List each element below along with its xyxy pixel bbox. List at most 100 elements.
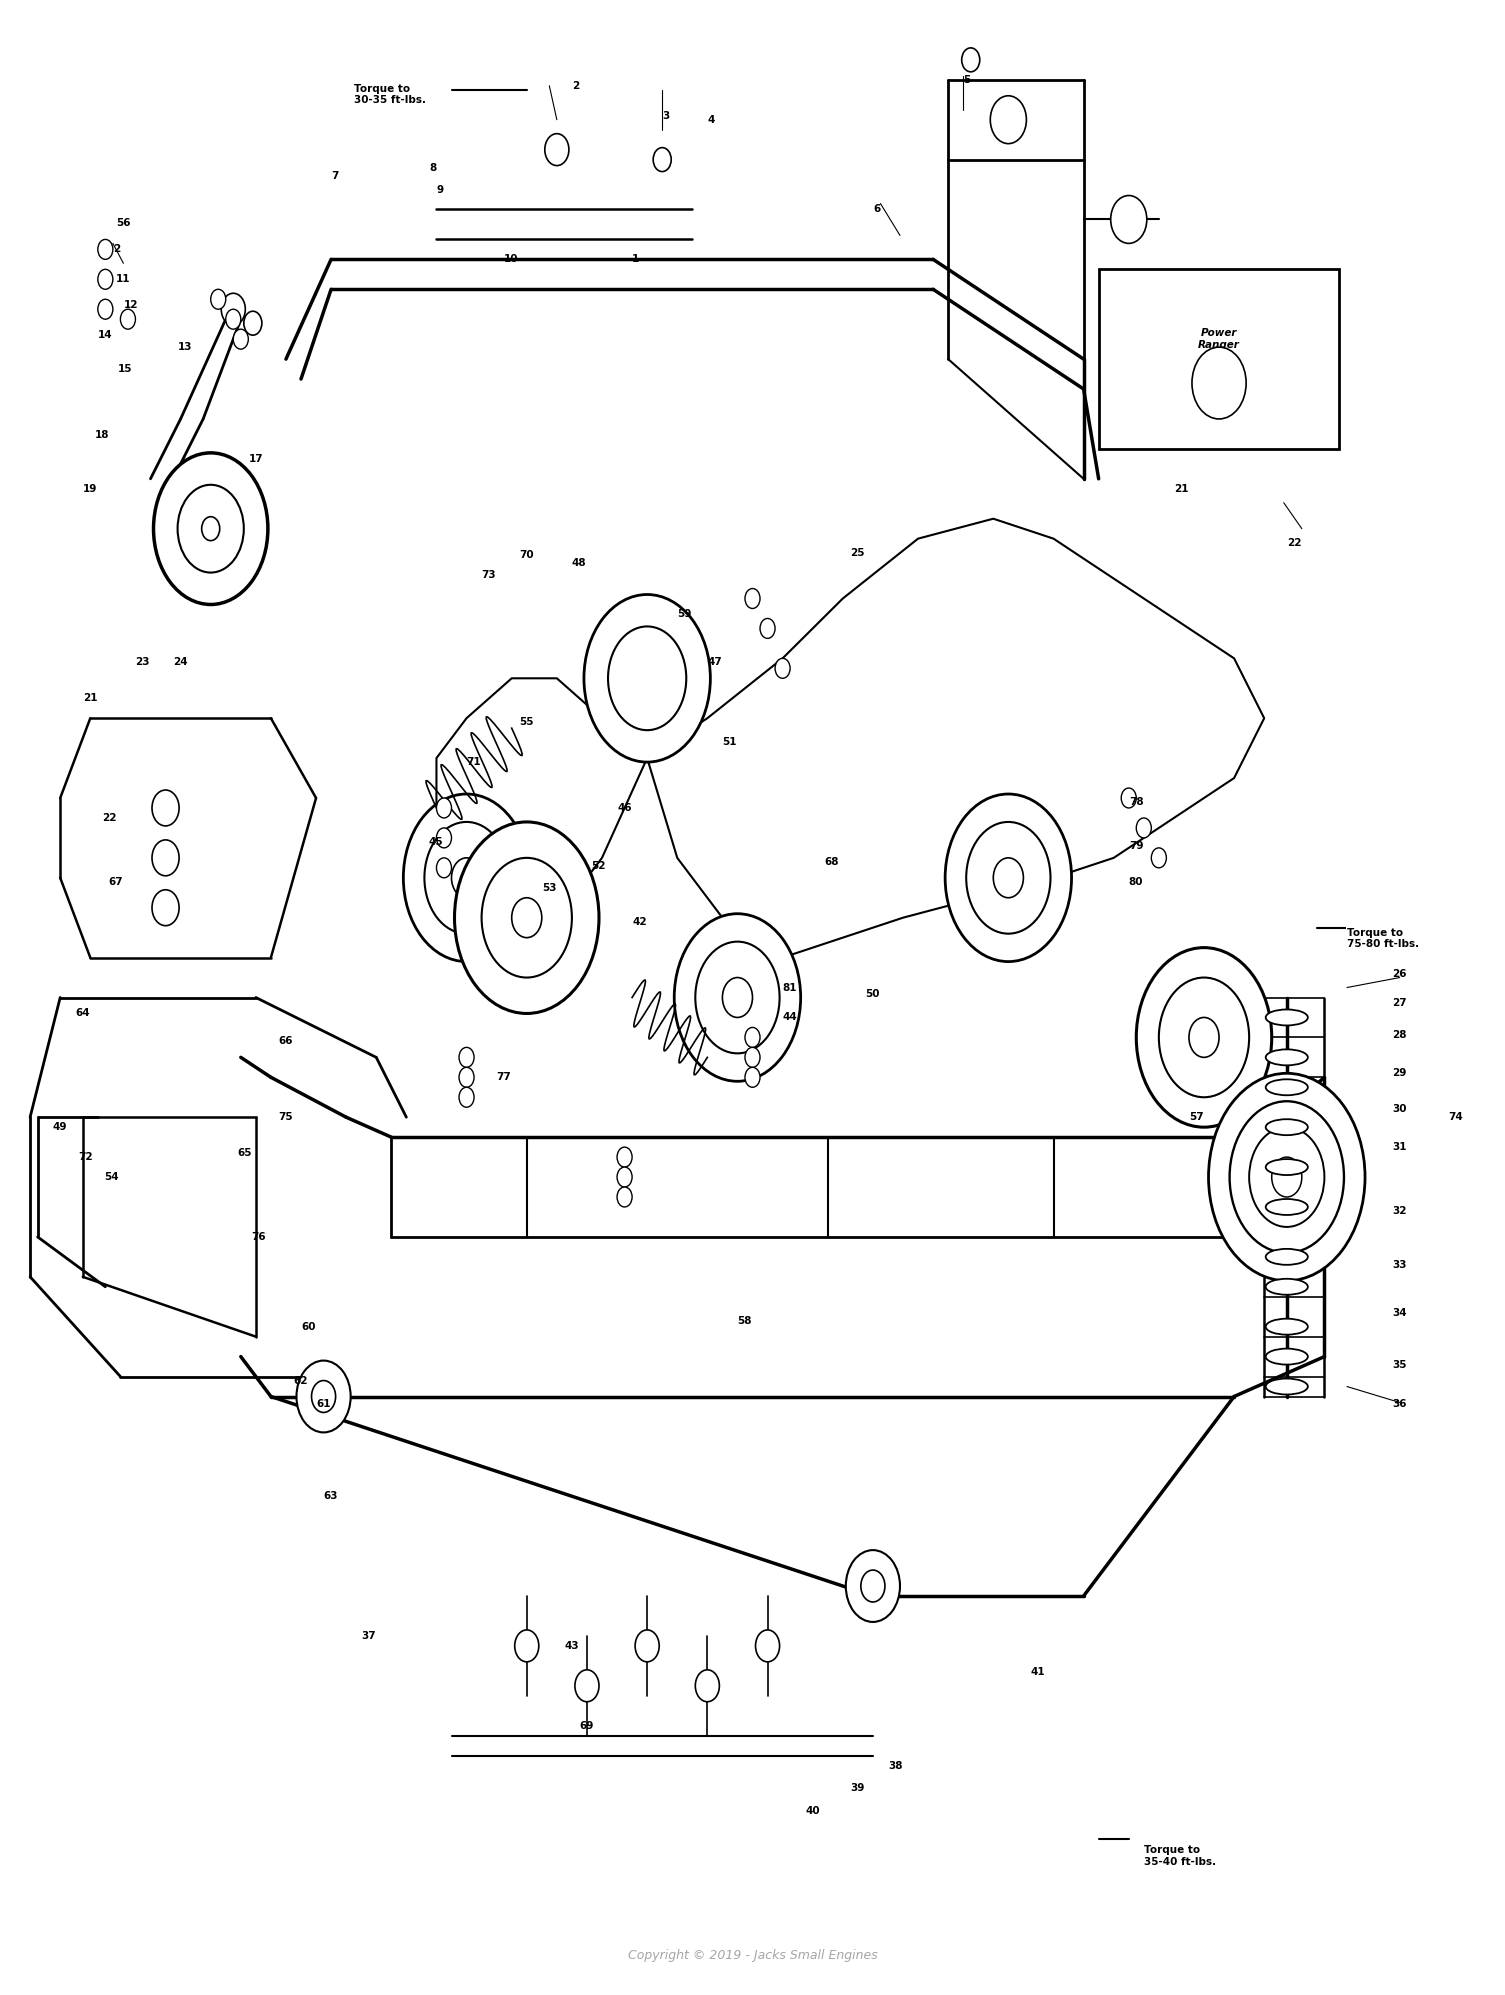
Text: 27: 27 [1392,998,1407,1009]
Circle shape [993,858,1023,898]
Text: 13: 13 [178,341,193,353]
Circle shape [962,48,980,72]
Text: 81: 81 [783,982,798,994]
Text: 69: 69 [579,1720,594,1732]
Text: 15: 15 [117,363,132,375]
Text: 3: 3 [662,110,670,122]
Circle shape [617,1167,632,1187]
Text: 39: 39 [850,1782,865,1794]
Circle shape [584,595,710,762]
Circle shape [120,309,135,329]
Text: 72: 72 [78,1151,93,1163]
Text: 45: 45 [429,836,444,848]
Text: Torque to
30-35 ft-lbs.: Torque to 30-35 ft-lbs. [354,84,426,106]
Circle shape [424,822,509,934]
Circle shape [1136,948,1272,1127]
Circle shape [312,1381,336,1412]
Text: 11: 11 [116,273,131,285]
Text: 49: 49 [53,1121,68,1133]
Ellipse shape [1266,1249,1308,1265]
Circle shape [674,914,801,1081]
Ellipse shape [1266,1049,1308,1065]
Text: Torque to
35-40 ft-lbs.: Torque to 35-40 ft-lbs. [1144,1845,1216,1867]
Text: 37: 37 [361,1630,376,1642]
Circle shape [1111,196,1147,243]
Text: 70: 70 [519,549,534,561]
Ellipse shape [1266,1349,1308,1365]
Text: 40: 40 [805,1805,820,1817]
Circle shape [745,1067,760,1087]
Text: 41: 41 [1031,1666,1046,1678]
Circle shape [233,329,248,349]
Circle shape [455,822,599,1013]
Circle shape [226,309,241,329]
Circle shape [459,1087,474,1107]
Circle shape [653,148,671,172]
Circle shape [635,1630,659,1662]
Text: 53: 53 [542,882,557,894]
Circle shape [178,485,244,573]
Circle shape [861,1570,885,1602]
Circle shape [436,858,452,878]
Circle shape [98,239,113,259]
Text: 59: 59 [677,608,692,620]
Ellipse shape [1266,1119,1308,1135]
Text: 23: 23 [135,656,150,668]
Circle shape [482,858,572,978]
Text: 21: 21 [1174,483,1189,495]
Ellipse shape [1266,1319,1308,1335]
Text: 77: 77 [497,1071,512,1083]
Text: 52: 52 [591,860,607,872]
Circle shape [436,798,452,818]
Text: 17: 17 [248,453,263,465]
Circle shape [1136,818,1151,838]
Circle shape [945,794,1072,962]
Text: 64: 64 [75,1007,90,1019]
Text: 20: 20 [1234,377,1249,389]
Text: 42: 42 [632,916,647,928]
Text: 7: 7 [331,170,339,182]
Text: 56: 56 [116,217,131,229]
Text: 66: 66 [278,1035,293,1047]
Circle shape [745,1027,760,1047]
Circle shape [617,1187,632,1207]
Circle shape [512,898,542,938]
Text: 75: 75 [278,1111,293,1123]
Circle shape [1209,1073,1365,1281]
Circle shape [244,311,262,335]
Circle shape [296,1361,351,1432]
Text: Copyright © 2019 - Jacks Small Engines: Copyright © 2019 - Jacks Small Engines [628,1949,877,1961]
Text: 22: 22 [102,812,117,824]
Circle shape [459,1047,474,1067]
Circle shape [608,626,686,730]
Text: 78: 78 [1129,796,1144,808]
Text: 79: 79 [1129,840,1144,852]
Circle shape [775,658,790,678]
Circle shape [745,589,760,608]
Text: 76: 76 [251,1231,266,1243]
Circle shape [695,1670,719,1702]
Ellipse shape [1266,1379,1308,1395]
Circle shape [98,299,113,319]
Text: 9: 9 [436,184,444,196]
Text: 34: 34 [1392,1307,1407,1319]
Text: 36: 36 [1392,1398,1407,1410]
Ellipse shape [1266,1199,1308,1215]
Text: 26: 26 [1392,968,1407,980]
Circle shape [617,1147,632,1167]
Text: 24: 24 [173,656,188,668]
Ellipse shape [1266,1279,1308,1295]
Text: 48: 48 [572,557,587,569]
Text: 74: 74 [1448,1111,1463,1123]
Text: 28: 28 [1392,1029,1407,1041]
Text: 25: 25 [850,547,865,559]
Circle shape [202,517,220,541]
Text: 33: 33 [1392,1259,1407,1271]
Circle shape [575,1670,599,1702]
Circle shape [760,618,775,638]
Text: 68: 68 [825,856,840,868]
Circle shape [990,96,1026,144]
Circle shape [1151,848,1166,868]
Text: 80: 80 [1129,876,1144,888]
Ellipse shape [1266,1009,1308,1025]
